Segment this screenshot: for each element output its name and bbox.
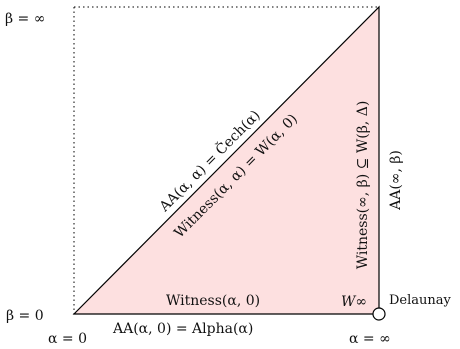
shaded-region — [72, 5, 380, 315]
beta-infinity-label: β = ∞ — [5, 11, 45, 27]
beta-zero-label: β = 0 — [6, 308, 44, 324]
right-edge-inner-label: Witness(∞, β) ⊆ W(β, Δ) — [355, 101, 371, 270]
witness-bottom-label: Witness(α, 0) — [166, 293, 260, 309]
delaunay-label: Delaunay — [389, 293, 452, 308]
alpha-infinity-label: α = ∞ — [349, 331, 391, 347]
w-infinity-label: W∞ — [341, 294, 367, 310]
right-edge-outer-label: AA(∞, β) — [388, 150, 404, 211]
delaunay-point — [372, 307, 386, 321]
alpha-zero-label: α = 0 — [48, 331, 87, 347]
bottom-edge-label: AA(α, 0) = Alpha(α) — [112, 321, 253, 337]
